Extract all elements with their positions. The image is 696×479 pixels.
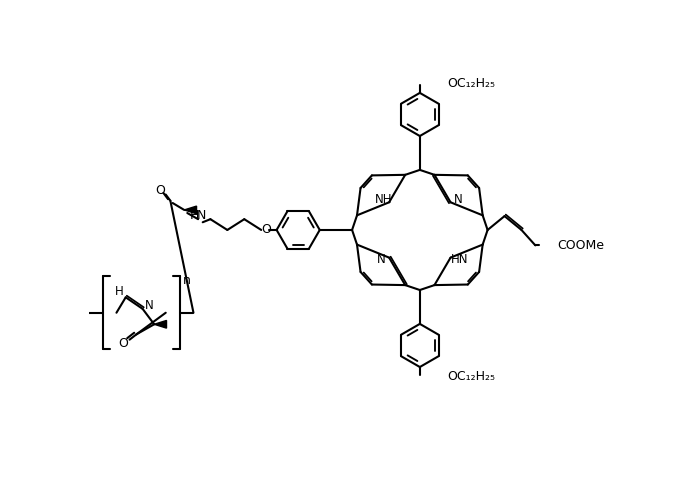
Text: H: H: [189, 209, 199, 222]
Polygon shape: [155, 320, 166, 328]
Text: H: H: [115, 285, 124, 297]
Text: NH: NH: [375, 194, 393, 206]
Text: N: N: [196, 209, 206, 222]
Text: N: N: [454, 194, 463, 206]
Text: HN: HN: [451, 253, 468, 266]
Text: O: O: [155, 184, 165, 197]
Text: n: n: [183, 274, 191, 287]
Text: O: O: [261, 224, 271, 237]
Text: OC₁₂H₂₅: OC₁₂H₂₅: [447, 77, 495, 90]
Text: N: N: [145, 298, 153, 311]
Text: OC₁₂H₂₅: OC₁₂H₂₅: [447, 370, 495, 383]
Polygon shape: [184, 206, 196, 214]
Text: COOMe: COOMe: [557, 239, 604, 252]
Text: O: O: [118, 337, 128, 350]
Text: N: N: [377, 253, 386, 266]
